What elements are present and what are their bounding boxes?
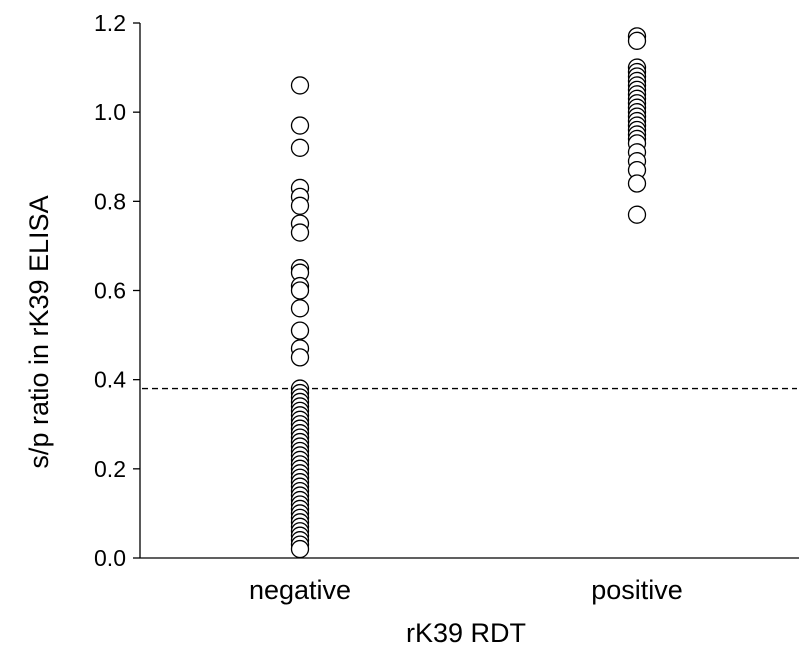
data-point-positive (627, 31, 647, 50)
x-axis: negative positive (140, 557, 799, 605)
x-axis-title: rK39 RDT (406, 618, 526, 648)
data-point-negative (290, 348, 310, 367)
y-tick-label: 0.6 (94, 278, 126, 304)
y-axis-title: s/p ratio in rK39 ELISA (24, 195, 54, 468)
data-point-negative (290, 299, 310, 318)
data-point-positive (627, 174, 647, 193)
data-point-negative (290, 196, 310, 215)
data-point-negative (290, 539, 310, 559)
data-point-negative (290, 116, 310, 135)
data-point-positive (627, 205, 647, 224)
data-point-negative (290, 321, 310, 340)
data-point-negative (290, 281, 310, 300)
y-tick-label: 0.0 (94, 545, 126, 571)
data-points (290, 27, 647, 559)
y-axis: 0.0 0.2 0.4 0.6 0.8 1.0 1.2 (94, 10, 141, 571)
y-tick-label: 1.2 (94, 10, 126, 36)
y-tick-label: 0.8 (94, 188, 126, 214)
y-tick-label: 0.2 (94, 456, 126, 482)
y-tick-label: 1.0 (94, 99, 126, 125)
x-category-label: positive (591, 575, 683, 605)
data-point-negative (290, 138, 310, 157)
data-point-negative (290, 76, 310, 95)
data-point-negative (290, 223, 310, 242)
x-category-label: negative (249, 575, 351, 605)
y-tick-label: 0.4 (94, 367, 126, 393)
